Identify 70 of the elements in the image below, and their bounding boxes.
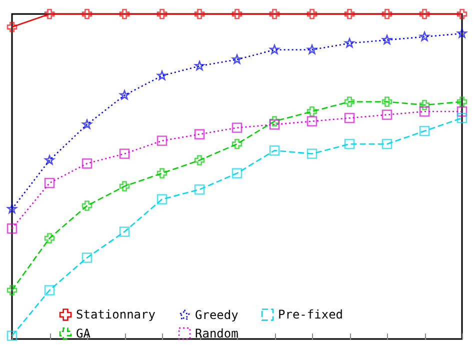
- point: [456, 112, 468, 124]
- point: [269, 8, 280, 20]
- point: [82, 119, 92, 129]
- point: [6, 330, 18, 341]
- point: [120, 90, 130, 100]
- point: [269, 119, 280, 130]
- point: [82, 158, 92, 169]
- point: [194, 129, 205, 140]
- point: [6, 223, 18, 234]
- point: [344, 112, 355, 124]
- point: [306, 116, 318, 126]
- point: [344, 8, 355, 20]
- point: [119, 226, 130, 237]
- point: [419, 106, 430, 117]
- point: [306, 106, 318, 117]
- point: [44, 233, 55, 244]
- point: [344, 96, 355, 107]
- point: [232, 168, 242, 178]
- point: [44, 155, 54, 165]
- point: [344, 38, 354, 48]
- point: [119, 148, 130, 159]
- point: [194, 8, 205, 20]
- legend-label: Greedy: [195, 308, 238, 322]
- point: [232, 138, 242, 150]
- point: [119, 181, 130, 192]
- point: [456, 96, 468, 107]
- point: [456, 106, 468, 117]
- point: [194, 60, 204, 70]
- point: [344, 138, 355, 150]
- point: [382, 34, 392, 44]
- point: [156, 168, 168, 178]
- point: [119, 8, 130, 20]
- point: [82, 200, 92, 211]
- point: [157, 70, 167, 80]
- legend-label: GA: [76, 326, 92, 340]
- point: [44, 8, 55, 20]
- point: [382, 110, 392, 120]
- point: [306, 148, 318, 159]
- point: [156, 8, 168, 20]
- point: [7, 204, 17, 214]
- point: [306, 8, 318, 20]
- point: [156, 194, 168, 204]
- legend-label: Stationnary: [76, 308, 156, 322]
- point: [382, 8, 392, 20]
- point: [232, 8, 242, 20]
- point: [232, 122, 242, 133]
- point: [382, 138, 392, 150]
- point: [194, 184, 205, 195]
- point: [156, 136, 168, 146]
- point: [456, 8, 468, 20]
- point: [82, 252, 92, 263]
- point: [419, 100, 430, 110]
- point: [194, 155, 205, 166]
- point: [232, 54, 242, 64]
- legend-label: Pre-fixed: [278, 308, 344, 322]
- point: [269, 116, 280, 126]
- point: [382, 96, 392, 107]
- point: [270, 44, 280, 54]
- point: [6, 22, 18, 32]
- point: [457, 28, 467, 38]
- point: [269, 145, 280, 156]
- point: [82, 8, 92, 20]
- point: [420, 32, 430, 42]
- point: [44, 285, 55, 296]
- point: [419, 8, 430, 20]
- point: [44, 178, 55, 188]
- point: [419, 126, 430, 136]
- legend-label: Random: [195, 326, 238, 340]
- point: [6, 285, 18, 296]
- point: [307, 44, 317, 54]
